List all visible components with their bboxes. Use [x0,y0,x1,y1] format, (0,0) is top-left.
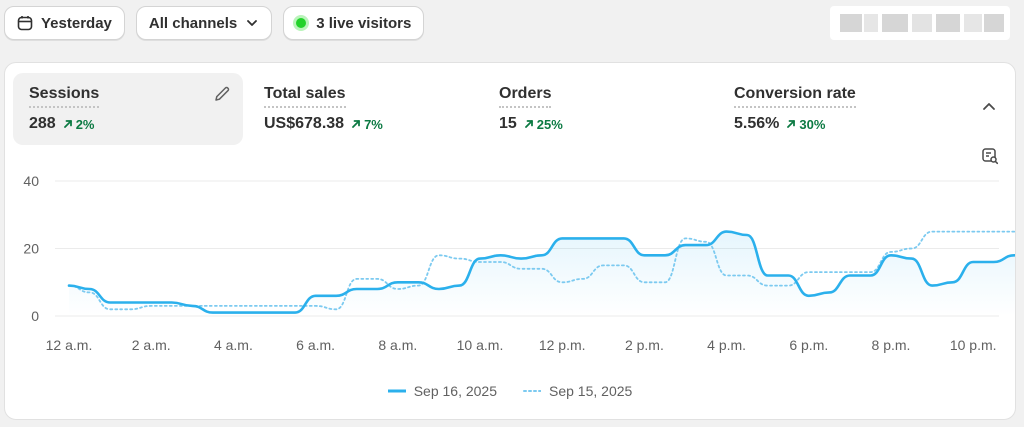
metric-title: Conversion rate [734,85,856,108]
metric-value: US$678.38 [264,115,345,132]
live-visitors-button[interactable]: 3 live visitors [283,6,425,40]
y-tick-label: 0 [31,308,39,324]
x-tick-label: 4 p.m. [707,337,746,353]
x-tick-label: 2 a.m. [132,337,171,353]
legend-dotted-swatch [523,390,541,392]
x-tick-label: 12 p.m. [539,337,586,353]
channel-label: All channels [148,14,238,32]
chevron-up-icon[interactable] [981,99,997,120]
metric-change: 30% [785,117,825,132]
x-tick-label: 2 p.m. [625,337,664,353]
date-label: Yesterday [41,14,112,32]
x-tick-label: 8 p.m. [872,337,911,353]
channel-select[interactable]: All channels [135,6,273,40]
chevron-down-icon [245,16,259,30]
chart-legend: Sep 16, 2025 Sep 15, 2025 [5,383,1015,399]
metric-sessions[interactable]: Sessions 288 2% [13,73,243,145]
y-tick-label: 40 [23,173,39,189]
metric-value: 15 [499,115,517,132]
sessions-line-chart: 0 20 40 12 a.m. 2 a.m. 4 a.m. 6 a.m. 8 a.m. 10 a… [23,173,1015,353]
metric-change: 2% [62,117,95,132]
date-picker-button[interactable]: Yesterday [4,6,125,40]
metric-title: Sessions [29,85,100,108]
series-area-current [69,231,1015,316]
live-visitors-label: 3 live visitors [316,14,412,32]
metric-change: 25% [523,117,563,132]
arrow-up-right-icon [352,120,360,128]
x-tick-label: 12 a.m. [46,337,93,353]
arrow-up-right-icon [787,120,796,128]
x-tick-label: 10 a.m. [457,337,504,353]
x-tick-label: 6 p.m. [789,337,828,353]
live-indicator-icon [296,18,307,28]
analytics-card: Sessions 288 2% Total sales US$678.38 7%… [4,62,1016,420]
metric-title: Total sales [264,85,346,108]
y-tick-label: 20 [23,241,39,257]
legend-item-previous[interactable]: Sep 15, 2025 [523,383,632,399]
x-tick-label: 10 p.m. [950,337,997,353]
metric-conversion-rate[interactable]: Conversion rate 5.56% 30% [718,73,948,145]
metric-change: 7% [350,117,383,132]
metric-orders[interactable]: Orders 15 25% [483,73,713,145]
metric-title: Orders [499,85,552,108]
calendar-icon [17,15,33,31]
pencil-icon[interactable] [213,85,231,108]
metric-value: 288 [29,115,56,132]
metric-value: 5.56% [734,115,780,132]
x-tick-label: 8 a.m. [378,337,417,353]
x-tick-label: 6 a.m. [296,337,335,353]
series-line-current [67,230,1015,314]
arrow-up-right-icon [63,120,72,128]
legend-item-current[interactable]: Sep 16, 2025 [387,383,497,399]
legend-label-current: Sep 16, 2025 [413,383,497,399]
toolbar: Yesterday All channels 3 live visitors [4,6,425,42]
x-tick-label: 4 a.m. [214,337,253,353]
legend-label-previous: Sep 15, 2025 [549,383,633,399]
table-view-icon[interactable] [981,147,999,170]
legend-solid-swatch [387,389,406,393]
redacted-area [830,6,1010,40]
arrow-up-right-icon [524,120,533,128]
metric-total-sales[interactable]: Total sales US$678.38 7% [248,73,478,145]
series-line-previous [68,230,1015,311]
